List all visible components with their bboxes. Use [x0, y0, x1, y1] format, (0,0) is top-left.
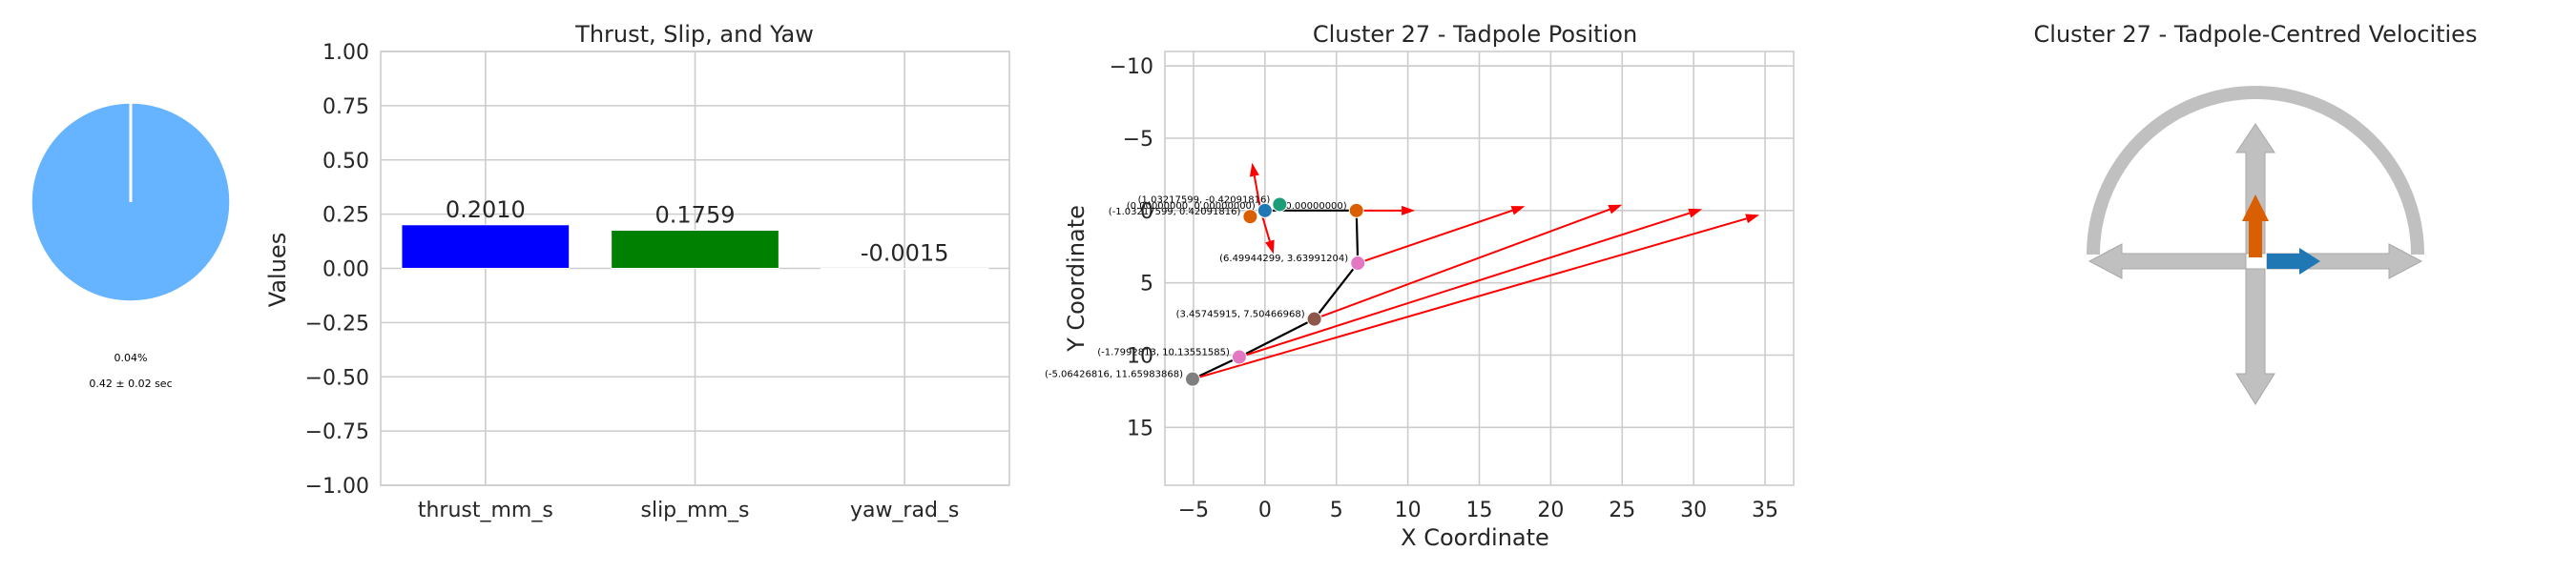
- bar: [611, 229, 779, 270]
- velocity-arrows: [1192, 162, 1760, 380]
- bar-value-label: 0.1759: [655, 201, 736, 228]
- velocity-arrow-head: [1265, 239, 1275, 255]
- position-x-tick: 0: [1258, 499, 1272, 522]
- velocity-arrow-head: [1608, 204, 1623, 214]
- position-plot-frame: [1164, 51, 1795, 486]
- velocity-arrow-shaft: [1253, 175, 1262, 212]
- position-x-tick: 10: [1395, 499, 1422, 522]
- position-y-tick: 0: [1140, 200, 1153, 224]
- position-point: [1242, 209, 1258, 225]
- position-point: [1350, 255, 1366, 272]
- position-y-tick: 5: [1140, 273, 1153, 296]
- position-point: [1348, 202, 1364, 218]
- velocity-arrow-shaft: [1314, 208, 1610, 320]
- position-x-tick: 20: [1537, 499, 1564, 522]
- velocity-arrow-head: [1249, 162, 1259, 177]
- position-y-tick: 10: [1127, 345, 1153, 369]
- position-x-tick: 25: [1609, 499, 1635, 522]
- trajectory-line: [1192, 209, 1360, 380]
- bar-y-tick: −0.50: [305, 366, 369, 390]
- position-x-tick: 5: [1330, 499, 1343, 522]
- bar-x-tick: yaw_rad_s: [850, 499, 959, 522]
- gauge-arrow-down: [2235, 268, 2275, 405]
- position-point: [1306, 311, 1322, 327]
- bar-value-label: -0.0015: [861, 240, 949, 267]
- bar-y-tick: −0.75: [305, 420, 369, 444]
- gauge-shapes: [2087, 86, 2424, 405]
- position-point-label: (-1.03217599, 0.42091816): [1109, 207, 1241, 217]
- bar-series: 0.2010 0.1759 -0.0015: [401, 196, 989, 270]
- position-path: [1192, 209, 1360, 380]
- position-y-tick: −10: [1110, 55, 1153, 79]
- bar-chart-title: Thrust, Slip, and Yaw: [574, 21, 814, 48]
- gauge-arc: [2087, 86, 2424, 255]
- position-points: (-5.06426816, 11.65983868) (-1.7992813, 1…: [1045, 194, 1366, 387]
- bar-tick-labels: 1.00 0.75 0.50 0.25 0.00 −0.25 −0.50 −0.75 −1.00…: [305, 41, 960, 522]
- pie-time-caption: 0.42 ± 0.02 sec: [89, 378, 172, 390]
- bar-y-tick: 0.75: [322, 95, 369, 119]
- thrust-arrow: [2242, 194, 2269, 257]
- velocity-arrow-head: [1402, 205, 1416, 215]
- position-point: [1184, 371, 1200, 387]
- velocity-arrow-head: [1688, 208, 1703, 218]
- position-point: [1257, 202, 1273, 218]
- position-y-tick: 15: [1127, 417, 1153, 440]
- bar-y-axis-label: Values: [264, 233, 291, 307]
- pie-chart-panel: 0.04% 0.42 ± 0.02 sec: [31, 102, 231, 390]
- bar: [820, 268, 989, 270]
- bar-y-tick: −0.25: [305, 312, 369, 336]
- position-point-label: 0.00000000): [1285, 201, 1346, 212]
- position-point-label: (0.00000000, 0.00000000): [1127, 201, 1256, 212]
- velocity-arrow-shaft: [1192, 217, 1747, 380]
- position-point-label: (1.03217599, -0.42091816): [1138, 194, 1271, 205]
- bar-plot-frame: [380, 51, 1010, 486]
- gauge-title: Cluster 27 - Tadpole-Centred Velocities: [2034, 21, 2478, 48]
- position-x-axis-label: X Coordinate: [1401, 524, 1549, 551]
- position-y-tick: −5: [1123, 128, 1153, 152]
- velocity-arrow-shaft: [1357, 209, 1513, 264]
- position-x-tick: 35: [1752, 499, 1778, 522]
- bar-y-tick: 0.00: [322, 258, 369, 282]
- position-x-tick: 15: [1466, 499, 1493, 522]
- bar-x-tick: thrust_mm_s: [418, 499, 553, 522]
- bar: [401, 224, 571, 270]
- position-point: [1272, 196, 1288, 213]
- position-x-tick: 30: [1680, 499, 1707, 522]
- bar-chart-panel: Thrust, Slip, and Yaw 0.2010 0.1759 -0.001…: [264, 21, 1010, 522]
- position-chart-panel: Cluster 27 - Tadpole Position (-5.064268…: [1045, 21, 1795, 551]
- position-tick-labels: −5 0 5 10 15 20 25 30 35 −10 −5 0 5 10 15: [1110, 55, 1778, 522]
- position-point-label: (-5.06426816, 11.65983868): [1045, 370, 1183, 380]
- pie-percent-caption: 0.04%: [114, 352, 148, 364]
- position-point-label: (-1.7992813, 10.13551585): [1097, 348, 1230, 358]
- velocity-arrow-head: [1745, 214, 1760, 224]
- position-chart-title: Cluster 27 - Tadpole Position: [1313, 21, 1637, 48]
- bar-y-tick: −1.00: [305, 475, 369, 499]
- bar-y-tick: 0.50: [322, 150, 369, 174]
- gauge-arrow-left: [2088, 243, 2247, 279]
- bar-y-tick: 1.00: [322, 41, 369, 65]
- position-y-axis-label: Y Coordinate: [1063, 205, 1090, 353]
- velocity-arrow-head: [1510, 206, 1526, 215]
- position-grid: [1164, 51, 1795, 486]
- position-point-label: (3.45745915, 7.50466968): [1176, 310, 1305, 320]
- bar-y-tick: 0.25: [322, 204, 369, 228]
- position-x-tick: −5: [1178, 499, 1209, 522]
- bar-value-label: 0.2010: [446, 196, 526, 223]
- slip-arrow: [2267, 248, 2320, 275]
- position-point: [1231, 349, 1247, 365]
- velocity-gauge-panel: Cluster 27 - Tadpole-Centred Velocities: [2034, 21, 2478, 405]
- position-point-label: (6.49944299, 3.63991204): [1219, 254, 1348, 264]
- pie-slices: [31, 102, 231, 302]
- bar-x-tick: slip_mm_s: [641, 499, 750, 522]
- velocity-arrow-shaft: [1238, 212, 1691, 358]
